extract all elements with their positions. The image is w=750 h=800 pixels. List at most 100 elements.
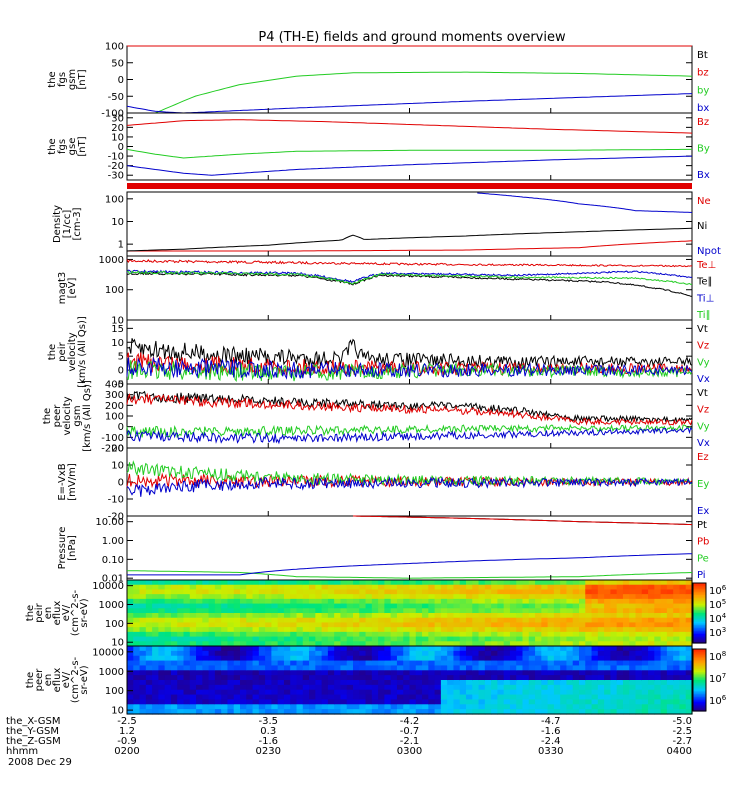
spectrogram-cell (604, 627, 611, 633)
spectrogram-cell (535, 608, 542, 614)
spectrogram-cell (666, 699, 674, 705)
y-tick-label: 10.00 (95, 517, 124, 528)
spectrogram-cell (616, 684, 624, 691)
colorbar-segment (693, 589, 706, 592)
spectrogram-cell (233, 709, 241, 715)
spectrogram-cell (152, 646, 159, 652)
spectrogram-cell (610, 622, 618, 628)
spectrogram-cell (189, 598, 197, 605)
spectrogram-cell (152, 589, 159, 595)
spectrogram-cell (585, 580, 593, 586)
spectrogram-cell (227, 641, 235, 647)
spectrogram-cell (622, 684, 630, 691)
spectrogram-cell (629, 580, 637, 586)
spectrogram-cell (359, 704, 367, 710)
spectrogram-cell (221, 646, 229, 652)
spectrogram-cell (660, 622, 668, 628)
spectrogram-cell (196, 660, 203, 667)
spectrogram-cell (635, 650, 643, 657)
spectrogram-cell (378, 699, 385, 705)
spectrogram-cell (629, 589, 637, 595)
spectrogram-cell (170, 617, 178, 624)
colorbar-tick-label: 106 (709, 694, 727, 707)
spectrogram-cell (572, 627, 580, 633)
spectrogram-cell (654, 650, 662, 657)
spectrogram-cell (139, 636, 147, 642)
spectrogram-cell (277, 650, 285, 657)
spectrogram-cell (541, 631, 549, 638)
spectrogram-cell (233, 689, 241, 696)
spectrogram-cell (666, 680, 674, 686)
colorbar-segment (693, 707, 706, 711)
spectrogram-cell (660, 699, 668, 705)
spectrogram-cell (258, 704, 266, 710)
colorbar-segment (693, 704, 706, 707)
colorbar-segment (693, 610, 706, 613)
spectrogram-cell (648, 617, 655, 624)
y-tick-label: 1000 (99, 255, 124, 266)
spectrogram-cell (258, 689, 266, 696)
spectrogram-cell (528, 584, 536, 591)
spectrogram-cell (434, 580, 442, 586)
spectrogram-cell (484, 665, 492, 671)
spectrogram-cell (283, 603, 291, 609)
spectrogram-cell (553, 631, 561, 638)
spectrogram-cell (315, 627, 323, 633)
spectrogram-cell (258, 594, 266, 600)
spectrogram-cell (635, 617, 643, 624)
spectrogram-cell (164, 675, 172, 681)
spectrogram-cell (616, 613, 624, 619)
spectrogram-cell (359, 603, 367, 609)
spectrogram-cell (240, 598, 247, 605)
spectrogram-cell (202, 613, 210, 619)
spectrogram-cell (629, 699, 637, 705)
spectrogram-cell (560, 660, 568, 667)
spectrogram-cell (183, 627, 191, 633)
series-line-Vz (126, 392, 693, 427)
spectrogram-cell (302, 631, 310, 638)
spectrogram-cell (145, 641, 153, 647)
spectrogram-cell (616, 598, 624, 605)
spectrogram-cell (145, 622, 153, 628)
spectrogram-cell (271, 603, 279, 609)
y-tick-label: -10 (108, 495, 124, 506)
spectrogram-cell (202, 589, 210, 595)
spectrogram-cell (484, 594, 492, 600)
spectrogram-cell (183, 598, 191, 605)
spectrogram-cell (428, 660, 436, 667)
spectrogram-cell (208, 684, 216, 691)
spectrogram-cell (560, 584, 568, 591)
spectrogram-cell (503, 603, 511, 609)
spectrogram-cell (579, 684, 586, 691)
spectrogram-cell (202, 617, 210, 624)
spectrogram-cell (240, 613, 247, 619)
spectrogram-cell (478, 608, 486, 614)
spectrogram-cell (403, 631, 411, 638)
spectrogram-cell (440, 627, 448, 633)
spectrogram-cell (666, 694, 674, 701)
spectrogram-cell (497, 665, 505, 671)
spectrogram-cell (127, 680, 134, 686)
spectrogram-cell (296, 684, 304, 691)
y-tick-label: 10 (111, 638, 124, 649)
spectrogram-cell (183, 617, 191, 624)
spectrogram-cell (472, 680, 480, 686)
spectrogram-cell (271, 709, 279, 715)
spectrogram-cell (309, 608, 316, 614)
spectrogram-cell (440, 665, 448, 671)
spectrogram-cell (673, 613, 681, 619)
spectrogram-cell (679, 603, 687, 609)
spectrogram-cell (353, 589, 360, 595)
spectrogram-cell (227, 694, 235, 701)
spectrogram-cell (466, 684, 473, 691)
spectrogram-cell (415, 646, 423, 652)
spectrogram-cell (610, 636, 618, 642)
spectrogram-cell (340, 584, 348, 591)
spectrogram-cell (208, 670, 216, 676)
spectrogram-cell (666, 650, 674, 657)
y-tick-label: 10 (111, 461, 124, 472)
spectrogram-cell (447, 594, 455, 600)
